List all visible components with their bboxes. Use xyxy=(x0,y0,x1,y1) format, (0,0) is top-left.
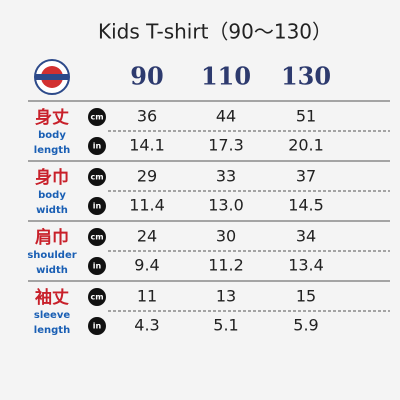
cell-value: 11.2 xyxy=(208,256,244,275)
unit-label: cm xyxy=(90,233,103,242)
unit-label: cm xyxy=(90,113,103,122)
cell-value: 20.1 xyxy=(288,136,324,155)
cell-value: 30 xyxy=(216,227,236,246)
unit-icon xyxy=(88,168,106,186)
column-header: 90 xyxy=(130,62,163,91)
row-label: 身丈 xyxy=(35,107,69,128)
row-sublabel: sleeve xyxy=(34,310,70,321)
cell-value: 11 xyxy=(137,287,157,306)
cell-value: 51 xyxy=(296,107,316,126)
unit-icon xyxy=(88,197,106,215)
unit-label: in xyxy=(93,142,102,151)
cell-value: 13.0 xyxy=(208,196,244,215)
cell-value: 9.4 xyxy=(134,256,159,275)
row-sublabel: length xyxy=(34,325,70,336)
row-sublabel: width xyxy=(36,265,68,276)
cell-value: 36 xyxy=(137,107,157,126)
row-sublabel: shoulder xyxy=(27,250,76,261)
logo-band xyxy=(36,74,68,80)
row-sublabel: width xyxy=(36,205,68,216)
row-sublabel: length xyxy=(34,145,70,156)
cell-value: 13 xyxy=(216,287,236,306)
unit-icon xyxy=(88,228,106,246)
unit-icon xyxy=(88,317,106,335)
row-sublabel: body xyxy=(38,130,66,141)
cell-value: 5.9 xyxy=(293,316,318,335)
cell-value: 24 xyxy=(137,227,157,246)
logo xyxy=(34,59,70,95)
unit-icon xyxy=(88,137,106,155)
column-header: 110 xyxy=(201,62,251,91)
row-label: 袖丈 xyxy=(35,287,69,308)
column-header: 130 xyxy=(281,62,331,91)
cell-value: 44 xyxy=(216,107,236,126)
row-label: 身巾 xyxy=(35,167,69,188)
unit-label: in xyxy=(93,202,102,211)
unit-label: cm xyxy=(90,293,103,302)
unit-icon xyxy=(88,108,106,126)
cell-value: 37 xyxy=(296,167,316,186)
cell-value: 5.1 xyxy=(213,316,238,335)
unit-label: in xyxy=(93,262,102,271)
cell-value: 29 xyxy=(137,167,157,186)
cell-value: 4.3 xyxy=(134,316,159,335)
cell-value: 11.4 xyxy=(129,196,165,215)
cell-value: 14.1 xyxy=(129,136,165,155)
cell-value: 17.3 xyxy=(208,136,244,155)
cell-value: 33 xyxy=(216,167,236,186)
unit-icon xyxy=(88,257,106,275)
cell-value: 15 xyxy=(296,287,316,306)
cell-value: 13.4 xyxy=(288,256,324,275)
cell-value: 14.5 xyxy=(288,196,324,215)
cell-value: 34 xyxy=(296,227,316,246)
unit-icon xyxy=(88,288,106,306)
row-label: 肩巾 xyxy=(35,227,69,248)
unit-label: cm xyxy=(90,173,103,182)
title: Kids T-shirt（90〜130） xyxy=(98,20,332,44)
unit-label: in xyxy=(93,322,102,331)
row-sublabel: body xyxy=(38,190,66,201)
